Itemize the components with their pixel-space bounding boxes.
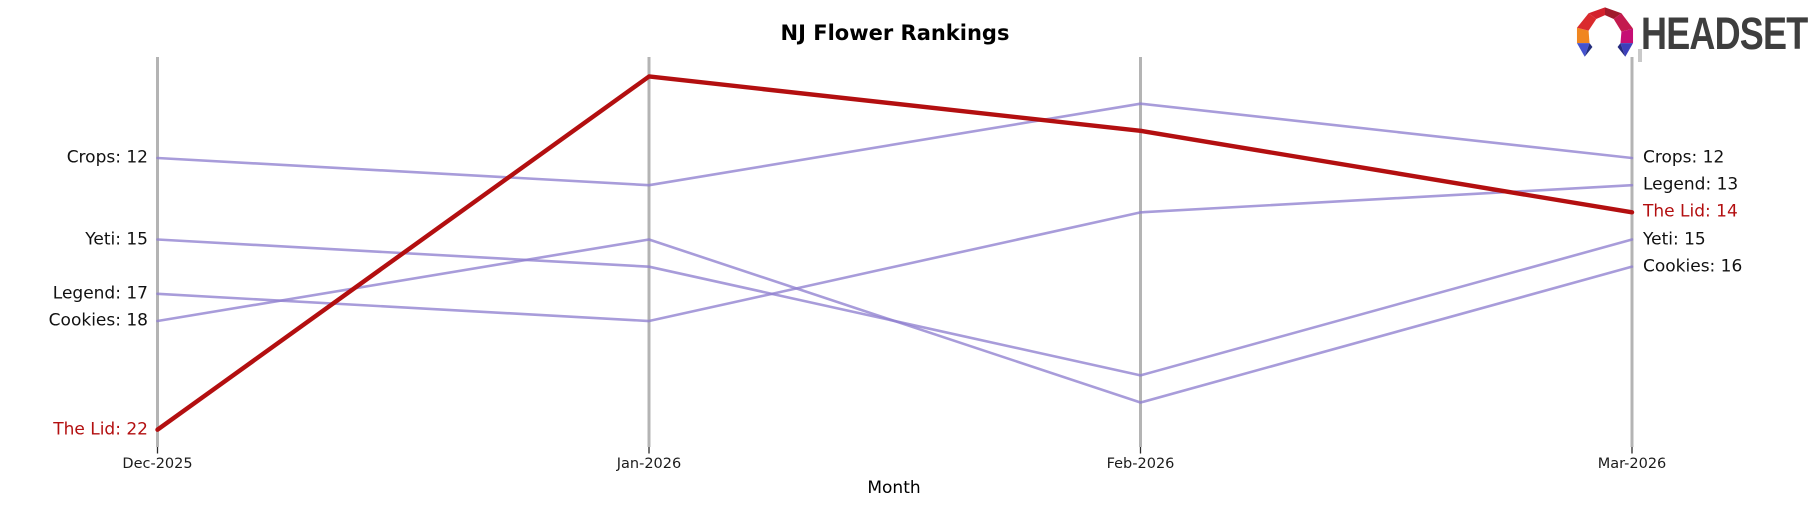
left-label-the-lid: The Lid: 22 (53, 419, 148, 440)
series-line-yeti (156, 238, 1634, 377)
right-label-cookies: Cookies: 16 (1643, 256, 1743, 277)
chart-title: NJ Flower Rankings (780, 21, 1010, 45)
series-line-legend (156, 183, 1634, 323)
left-label-crops: Crops: 12 (66, 147, 148, 168)
right-label-crops: Crops: 12 (1643, 147, 1725, 168)
x-tick-label-jan-2026: Jan-2026 (616, 456, 682, 472)
headset-logo-text: HEADSET (1641, 8, 1808, 59)
left-label-legend: Legend: 17 (52, 283, 148, 304)
headset-logo-icon (1576, 7, 1634, 57)
x-axis-title: Month (867, 478, 921, 498)
left-label-yeti: Yeti: 15 (85, 229, 148, 249)
series-line-crops (156, 102, 1634, 187)
left-label-cookies: Cookies: 18 (48, 310, 148, 331)
logo-mark (1638, 49, 1642, 62)
x-tick-label-feb-2026: Feb-2026 (1106, 456, 1175, 472)
right-label-yeti: Yeti: 15 (1643, 229, 1706, 249)
x-tick-label-mar-2026: Mar-2026 (1597, 456, 1667, 472)
series-line-cookies (156, 238, 1634, 404)
right-label-the-lid: The Lid: 14 (1643, 201, 1738, 222)
x-tick-label-dec-2025: Dec-2025 (122, 456, 193, 472)
headset-logo: HEADSET (1576, 5, 1818, 62)
right-label-legend: Legend: 13 (1643, 174, 1739, 195)
series-line-the-lid (155, 74, 1635, 432)
